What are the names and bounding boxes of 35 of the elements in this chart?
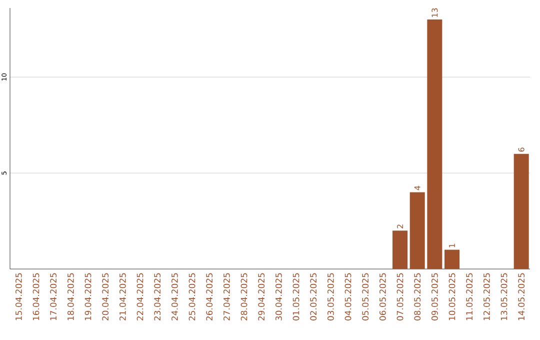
x-tick-label: 10.05.2025: [448, 273, 456, 320]
x-tick-label: 21.04.2025: [119, 273, 126, 320]
x-tick-label: 14.05.2025: [518, 273, 525, 320]
x-tick-label: 05.05.2025: [362, 273, 369, 320]
x-tick-label: 13.05.2025: [500, 273, 508, 320]
x-tick-label: 18.04.2025: [67, 273, 74, 320]
x-tick-label: 23.04.2025: [154, 273, 161, 320]
x-tick-label: 11.05.2025: [466, 273, 473, 320]
x-tick-label: 27.04.2025: [223, 273, 230, 320]
x-tick-label: 25.04.2025: [188, 273, 196, 320]
x-tick-label: 28.04.2025: [240, 273, 248, 320]
bar: [427, 20, 442, 269]
x-tick-label: 01.05.2025: [292, 273, 300, 320]
x-tick-label: 17.04.2025: [50, 273, 57, 320]
x-tick-label: 29.04.2025: [258, 273, 265, 320]
bar: [392, 230, 408, 269]
x-tick-label: 06.05.2025: [379, 273, 386, 320]
x-tick-label: 19.04.2025: [84, 273, 92, 320]
bar: [514, 154, 529, 269]
bar: [410, 192, 425, 269]
x-tick-label: 22.04.2025: [136, 273, 144, 320]
x-tick-label: 08.05.2025: [414, 273, 421, 320]
x-tick-label: 24.04.2025: [171, 273, 178, 320]
x-tick-label: 07.05.2025: [396, 273, 404, 320]
x-tick-label: 30.04.2025: [275, 273, 282, 320]
x-tick-label: 26.04.2025: [206, 273, 213, 320]
x-tick-label: 20.04.2025: [102, 273, 109, 320]
x-tick-label: 02.05.2025: [310, 273, 317, 320]
x-tick-label: 04.05.2025: [344, 273, 352, 320]
x-tick-label: 12.05.2025: [483, 273, 490, 320]
x-tick-label: 03.05.2025: [327, 273, 334, 320]
bar: [444, 250, 460, 269]
x-tick-label: 09.05.2025: [431, 273, 438, 320]
x-tick-label: 15.04.2025: [15, 273, 22, 320]
x-tick-label: 16.04.2025: [32, 273, 40, 320]
